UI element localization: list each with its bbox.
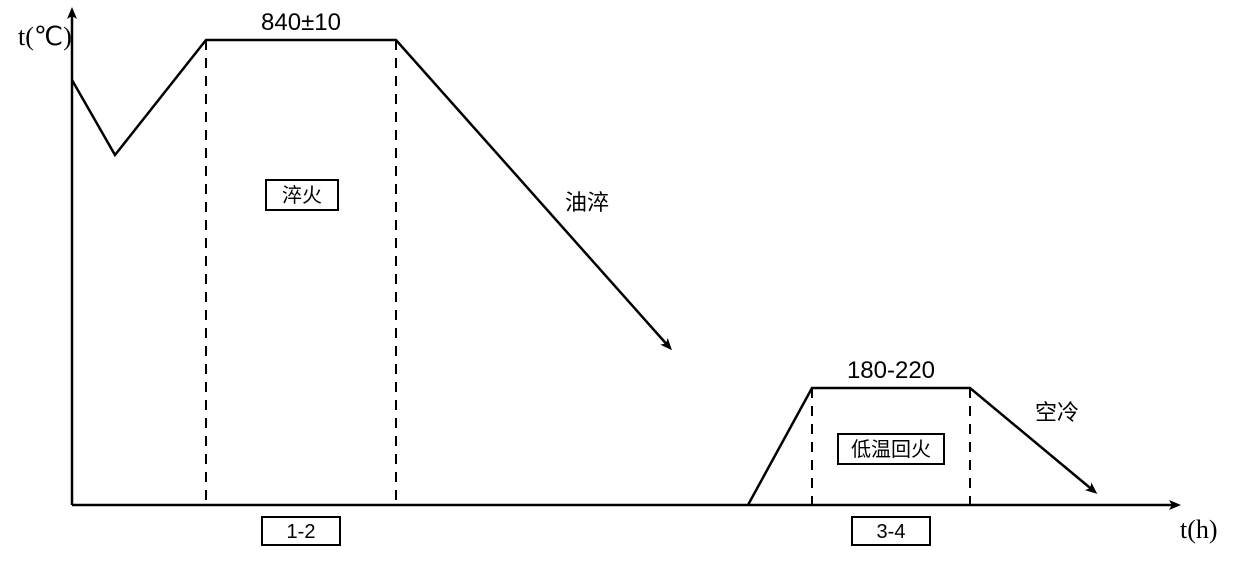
quench-duration-label: 1-2 xyxy=(287,521,316,543)
y-axis-label: t(℃) xyxy=(18,22,72,51)
temper-cooling-label: 空冷 xyxy=(1035,400,1079,425)
temper-temperature-label: 180-220 xyxy=(847,357,935,384)
heat-treatment-diagram: t(℃) t(h) 840±10 油淬 淬火 1-2 180-220 空冷 低温… xyxy=(0,0,1240,573)
temper-duration-label: 3-4 xyxy=(877,521,906,543)
quench-process-label: 淬火 xyxy=(282,184,322,207)
temper-process-label: 低温回火 xyxy=(851,438,931,461)
x-axis-label: t(h) xyxy=(1180,515,1218,544)
quench-temperature-label: 840±10 xyxy=(261,9,341,36)
quench-cooling-label: 油淬 xyxy=(565,190,609,215)
